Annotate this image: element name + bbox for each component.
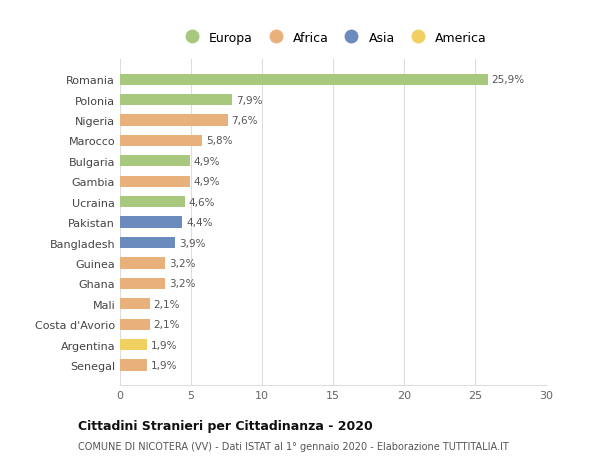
- Text: 4,9%: 4,9%: [193, 157, 220, 167]
- Text: 4,6%: 4,6%: [189, 197, 215, 207]
- Bar: [120, 258, 166, 269]
- Bar: [120, 115, 228, 126]
- Text: 4,9%: 4,9%: [193, 177, 220, 187]
- Bar: [120, 278, 166, 289]
- Text: 7,9%: 7,9%: [236, 95, 262, 106]
- Bar: [120, 135, 202, 147]
- Text: 2,1%: 2,1%: [154, 299, 180, 309]
- Text: 4,4%: 4,4%: [186, 218, 212, 228]
- Bar: [120, 217, 182, 228]
- Text: 2,1%: 2,1%: [154, 319, 180, 330]
- Bar: [120, 156, 190, 167]
- Text: 5,8%: 5,8%: [206, 136, 232, 146]
- Text: COMUNE DI NICOTERA (VV) - Dati ISTAT al 1° gennaio 2020 - Elaborazione TUTTITALI: COMUNE DI NICOTERA (VV) - Dati ISTAT al …: [78, 441, 509, 451]
- Text: 3,2%: 3,2%: [169, 258, 196, 269]
- Bar: [120, 196, 185, 208]
- Bar: [120, 237, 175, 249]
- Text: 25,9%: 25,9%: [491, 75, 524, 85]
- Bar: [120, 176, 190, 187]
- Text: 3,9%: 3,9%: [179, 238, 205, 248]
- Bar: [120, 95, 232, 106]
- Bar: [120, 319, 150, 330]
- Text: 1,9%: 1,9%: [151, 340, 177, 350]
- Text: 7,6%: 7,6%: [232, 116, 258, 126]
- Bar: [120, 359, 147, 371]
- Text: 3,2%: 3,2%: [169, 279, 196, 289]
- Text: 1,9%: 1,9%: [151, 360, 177, 370]
- Bar: [120, 74, 488, 86]
- Bar: [120, 298, 150, 310]
- Bar: [120, 339, 147, 350]
- Legend: Europa, Africa, Asia, America: Europa, Africa, Asia, America: [174, 27, 492, 50]
- Text: Cittadini Stranieri per Cittadinanza - 2020: Cittadini Stranieri per Cittadinanza - 2…: [78, 419, 373, 432]
